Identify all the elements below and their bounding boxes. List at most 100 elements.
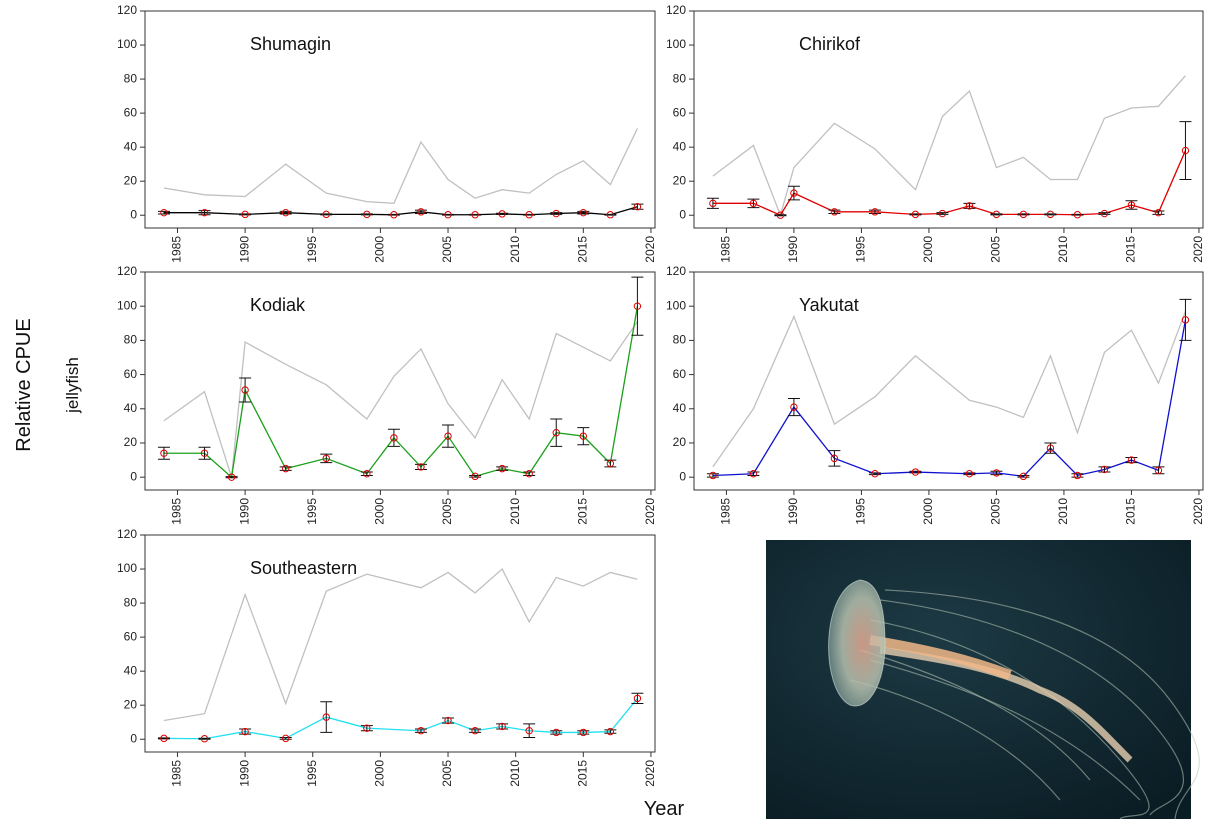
error-bar (1017, 213, 1030, 216)
error-bar (706, 473, 719, 478)
error-bar (387, 428, 400, 447)
y-axis-label: Relative CPUE (13, 318, 35, 451)
x-tick-label: 2000 (921, 498, 935, 525)
x-tick-label: 2005 (989, 498, 1003, 525)
data-point (552, 429, 560, 437)
data-point (938, 209, 947, 218)
jellyfish-photo (766, 540, 1200, 819)
data-point (160, 449, 168, 457)
data-point (471, 727, 479, 735)
error-bar (1044, 213, 1057, 216)
y-tick-label: 100 (666, 37, 686, 51)
y-tick-label: 0 (130, 469, 137, 483)
error-bar (631, 203, 644, 210)
error-bar (469, 213, 482, 216)
data-point (160, 734, 168, 743)
data-point (1127, 201, 1136, 209)
x-tick-label: 1995 (305, 498, 319, 525)
y-tick-label: 20 (124, 435, 138, 449)
error-bar (442, 213, 455, 216)
y-tick-label: 100 (117, 298, 137, 312)
data-point (200, 735, 209, 743)
x-tick-label: 2000 (921, 236, 935, 263)
error-bar (225, 476, 238, 479)
error-bar (787, 185, 800, 201)
error-bar (320, 213, 333, 216)
data-point (444, 432, 452, 440)
error-bar (279, 737, 292, 740)
data-point (498, 464, 506, 473)
error-bar (1152, 466, 1165, 475)
error-bar (469, 474, 482, 478)
error-bar (387, 428, 400, 447)
error-bar (279, 210, 292, 215)
y-tick-label: 0 (679, 469, 686, 483)
error-bar (963, 472, 976, 476)
error-bar (909, 470, 922, 474)
y-tick-label: 20 (673, 435, 687, 449)
error-bar (496, 212, 509, 216)
x-tick-label: 2005 (440, 498, 454, 525)
error-bar (1179, 121, 1192, 180)
data-point (363, 470, 371, 478)
error-bar (868, 209, 881, 215)
data-point (444, 716, 452, 725)
y-tick-label: 60 (124, 367, 138, 381)
y-tick-label: 100 (117, 561, 137, 575)
y-tick-label: 40 (124, 401, 138, 415)
data-point (1046, 444, 1055, 452)
y-tick-label: 40 (673, 401, 687, 415)
x-tick-label: 1985 (170, 498, 184, 525)
series-line (163, 321, 638, 478)
x-tick-label: 2000 (373, 236, 387, 263)
error-bar (414, 728, 427, 733)
data-point (525, 470, 533, 478)
error-bar (496, 212, 509, 216)
plot-frame (693, 10, 1204, 229)
error-bar (157, 737, 170, 740)
panel-title: Yakutat (799, 295, 859, 315)
series-line (712, 75, 1186, 218)
error-bar (1098, 466, 1111, 473)
data-point (749, 199, 758, 208)
x-tick-label: 1985 (719, 498, 733, 525)
error-bar (469, 213, 482, 216)
error-bar (1098, 466, 1111, 473)
error-bar (442, 424, 455, 448)
x-tick-label: 1985 (170, 760, 184, 787)
series-line (163, 206, 638, 216)
data-point (1127, 456, 1136, 464)
oral-arms (879, 646, 1133, 763)
x-tick-label: 2010 (508, 498, 522, 525)
x-tick-label: 2005 (440, 760, 454, 787)
x-tick-label: 2015 (575, 760, 589, 787)
error-bar (1179, 121, 1192, 180)
error-bar (1179, 298, 1192, 341)
error-bar (523, 723, 536, 739)
x-tick-label: 1990 (237, 760, 251, 787)
error-bar (990, 213, 1003, 216)
error-bar (157, 737, 170, 740)
y-tick-label: 60 (124, 105, 138, 119)
error-bar (604, 213, 617, 216)
error-bar (442, 717, 455, 724)
x-tick-label: 1990 (237, 236, 251, 263)
data-point (606, 211, 615, 219)
error-bar (631, 276, 644, 336)
data-point (579, 432, 588, 440)
error-bar (387, 213, 400, 216)
error-bar (787, 185, 800, 201)
x-tick-label: 1985 (719, 236, 733, 263)
error-bar (963, 202, 976, 209)
data-point (417, 727, 425, 735)
error-bar (523, 471, 536, 476)
data-point (390, 434, 398, 442)
x-tick-label: 1995 (854, 498, 868, 525)
panel: Kodiak 0 20 40 60 80 100 120 1985 1990 1995 2000 200… (117, 264, 657, 525)
data-point (790, 403, 798, 411)
error-bar (523, 213, 536, 216)
error-bar (747, 471, 760, 476)
error-bar (360, 471, 373, 476)
x-tick-label: 1985 (170, 236, 184, 263)
error-bar (414, 463, 427, 470)
